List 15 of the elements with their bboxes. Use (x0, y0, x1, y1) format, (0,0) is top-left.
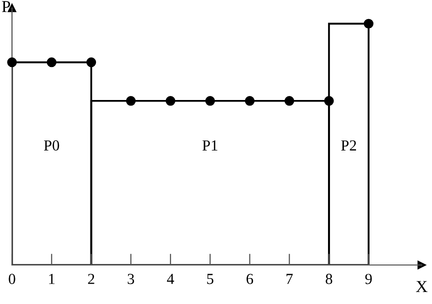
annotation: P0 (44, 140, 60, 151)
x-tick-label: 4 (166, 274, 174, 284)
annotation: P1 (202, 140, 218, 150)
x-tick-label: 3 (128, 274, 134, 284)
x-tick-label: 2 (88, 274, 94, 284)
x-tick-label: 5 (207, 274, 214, 284)
x-tick-label: 9 (365, 274, 372, 284)
x-tick-label: 8 (326, 274, 332, 284)
y-axis-title: P (2, 1, 10, 12)
x-tick-label: 7 (286, 274, 293, 284)
x-axis-title: X (416, 281, 428, 292)
annotation: P2 (341, 140, 356, 150)
x-tick-label: 1 (49, 274, 55, 284)
x-tick-label: 0 (8, 274, 16, 284)
x-tick-label: 6 (246, 274, 254, 284)
